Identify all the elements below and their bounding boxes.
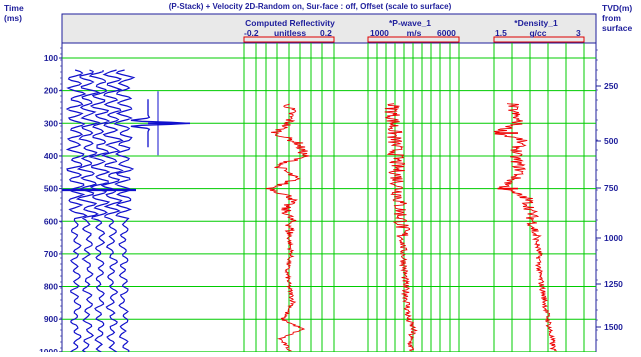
depth-tick-label: 1250	[604, 279, 623, 289]
depth-tick-label: 1000	[604, 233, 623, 243]
time-tick-label: 900	[44, 314, 58, 324]
seismic-trace	[65, 69, 88, 353]
time-tick-label: 500	[44, 184, 58, 194]
track-title-reflectivity: Computed Reflectivity	[245, 18, 335, 28]
time-axis-unit: (ms)	[4, 13, 22, 23]
tvd-axis-title: TVD(m)	[602, 3, 633, 13]
track-min-density: 1.5	[495, 28, 507, 38]
time-tick-label: 100	[44, 53, 58, 63]
track-unit-pwave: m/s	[406, 28, 422, 38]
plot-frame	[61, 42, 597, 353]
header-panel	[61, 13, 597, 44]
track-title-density: *Density_1	[514, 18, 558, 28]
top-caption: (P-Stack) + Velocity 2D-Random on, Sur-f…	[168, 2, 452, 11]
time-tick-label: 1000	[39, 347, 58, 352]
depth-tick-label: 500	[604, 136, 618, 146]
time-tick-label: 700	[44, 249, 58, 259]
track-min-reflectivity: -0.2	[244, 28, 259, 38]
track-max-pwave: 6000	[437, 28, 456, 38]
tvd-axis-sub1: from	[602, 13, 621, 23]
seismic-trace	[88, 69, 111, 353]
track-title-pwave: *P-wave_1	[388, 18, 432, 28]
depth-tick-label: 1500	[604, 322, 623, 332]
track-range-box	[493, 36, 585, 43]
time-tick-label: 800	[44, 282, 58, 292]
log-curve-reflectivity	[265, 103, 310, 352]
time-tick-label: 200	[44, 86, 58, 96]
depth-tick-label: 250	[604, 81, 618, 91]
seismic-trace	[75, 69, 101, 353]
depth-tick-label: 750	[604, 183, 618, 193]
track-max-reflectivity: 0.2	[320, 28, 332, 38]
track-range-box	[243, 36, 335, 43]
time-tick-label: 400	[44, 151, 58, 161]
seismic-trace	[113, 69, 136, 353]
track-unit-reflectivity: unitless	[273, 28, 307, 38]
track-range-box	[367, 36, 460, 43]
track-min-pwave: 1000	[370, 28, 389, 38]
time-tick-label: 300	[44, 118, 58, 128]
time-axis-title: Time	[4, 3, 24, 13]
tvd-axis-sub2: surface	[602, 23, 633, 33]
log-curve-density	[493, 103, 557, 352]
seismic-trace	[100, 69, 124, 353]
track-max-density: 3	[576, 28, 581, 38]
time-tick-label: 600	[44, 216, 58, 226]
log-curve-pwave	[384, 103, 418, 352]
track-unit-density: g/cc	[529, 28, 547, 38]
